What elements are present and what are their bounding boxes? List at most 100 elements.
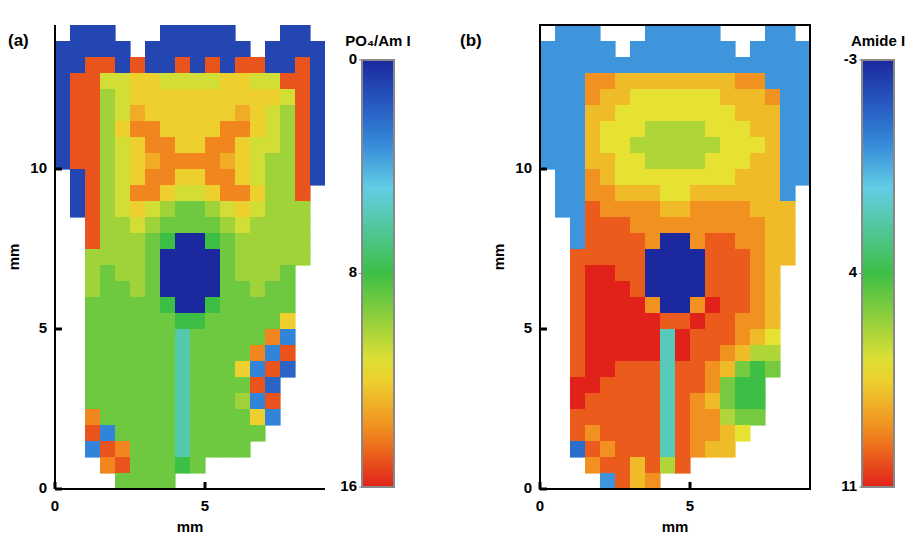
cell xyxy=(70,105,86,122)
cell xyxy=(570,249,586,266)
cell xyxy=(235,153,251,170)
y-axis-title: mm xyxy=(5,244,22,271)
cell xyxy=(765,249,781,266)
cell xyxy=(100,297,116,314)
cell xyxy=(100,377,116,394)
cell xyxy=(145,137,161,154)
cell xyxy=(280,169,296,186)
cell xyxy=(160,121,176,138)
cell xyxy=(600,425,616,442)
cell xyxy=(645,185,661,202)
cell xyxy=(630,345,646,362)
cell xyxy=(190,169,206,186)
cell xyxy=(615,377,631,394)
cell xyxy=(630,169,646,186)
cell xyxy=(645,345,661,362)
cell xyxy=(100,361,116,378)
cell xyxy=(190,233,206,250)
cell xyxy=(795,73,810,90)
cell xyxy=(115,441,131,458)
cell xyxy=(175,185,191,202)
cell xyxy=(250,105,266,122)
cell xyxy=(175,441,191,458)
cell xyxy=(600,121,616,138)
cell xyxy=(720,425,736,442)
cell xyxy=(645,137,661,154)
cell xyxy=(735,265,751,282)
cell xyxy=(540,73,556,90)
cell xyxy=(175,393,191,410)
cell xyxy=(145,265,161,282)
cell xyxy=(600,297,616,314)
cell xyxy=(85,73,101,90)
cell xyxy=(750,137,766,154)
cell xyxy=(720,89,736,106)
cell xyxy=(130,425,146,442)
cell xyxy=(175,425,191,442)
cell xyxy=(115,57,131,74)
cell xyxy=(280,313,296,330)
cell xyxy=(600,217,616,234)
colorbar-tick xyxy=(359,487,362,488)
cell xyxy=(175,297,191,314)
cell xyxy=(145,217,161,234)
cell xyxy=(765,297,781,314)
cell xyxy=(585,121,601,138)
cell xyxy=(705,105,721,122)
cell xyxy=(555,73,571,90)
cell xyxy=(250,217,266,234)
cell xyxy=(660,313,676,330)
cell xyxy=(630,313,646,330)
cell xyxy=(660,105,676,122)
cell xyxy=(115,425,131,442)
cell xyxy=(570,169,586,186)
cell xyxy=(720,137,736,154)
cell xyxy=(70,169,86,186)
cell xyxy=(735,297,751,314)
cell xyxy=(585,217,601,234)
cell xyxy=(690,89,706,106)
cell xyxy=(175,409,191,426)
cell xyxy=(265,217,281,234)
cell xyxy=(765,361,781,378)
cell xyxy=(220,265,236,282)
cell xyxy=(100,425,116,442)
cell xyxy=(280,153,296,170)
cell xyxy=(130,393,146,410)
cell xyxy=(690,185,706,202)
cell xyxy=(570,377,586,394)
colorbar-tick-label: 0 xyxy=(349,50,357,67)
cell xyxy=(720,313,736,330)
cell xyxy=(280,345,296,362)
cell xyxy=(615,73,631,90)
cell xyxy=(705,313,721,330)
cell xyxy=(130,217,146,234)
cell xyxy=(220,441,236,458)
cell xyxy=(585,25,601,42)
cell xyxy=(160,377,176,394)
cell xyxy=(205,409,221,426)
cell xyxy=(280,329,296,346)
cell xyxy=(675,297,691,314)
cell xyxy=(630,217,646,234)
cell xyxy=(585,441,601,458)
cell xyxy=(130,57,146,74)
cell xyxy=(615,441,631,458)
cell xyxy=(645,473,661,489)
cell xyxy=(735,393,751,410)
cell xyxy=(115,41,131,58)
cell xyxy=(70,185,86,202)
cell xyxy=(100,57,116,74)
cell xyxy=(705,265,721,282)
cell xyxy=(675,377,691,394)
cell xyxy=(570,345,586,362)
cell xyxy=(705,137,721,154)
cell xyxy=(235,425,251,442)
cell xyxy=(645,377,661,394)
x-tick xyxy=(539,482,542,489)
cell xyxy=(720,217,736,234)
cell xyxy=(145,169,161,186)
cell xyxy=(630,185,646,202)
cell xyxy=(115,361,131,378)
cell xyxy=(250,329,266,346)
